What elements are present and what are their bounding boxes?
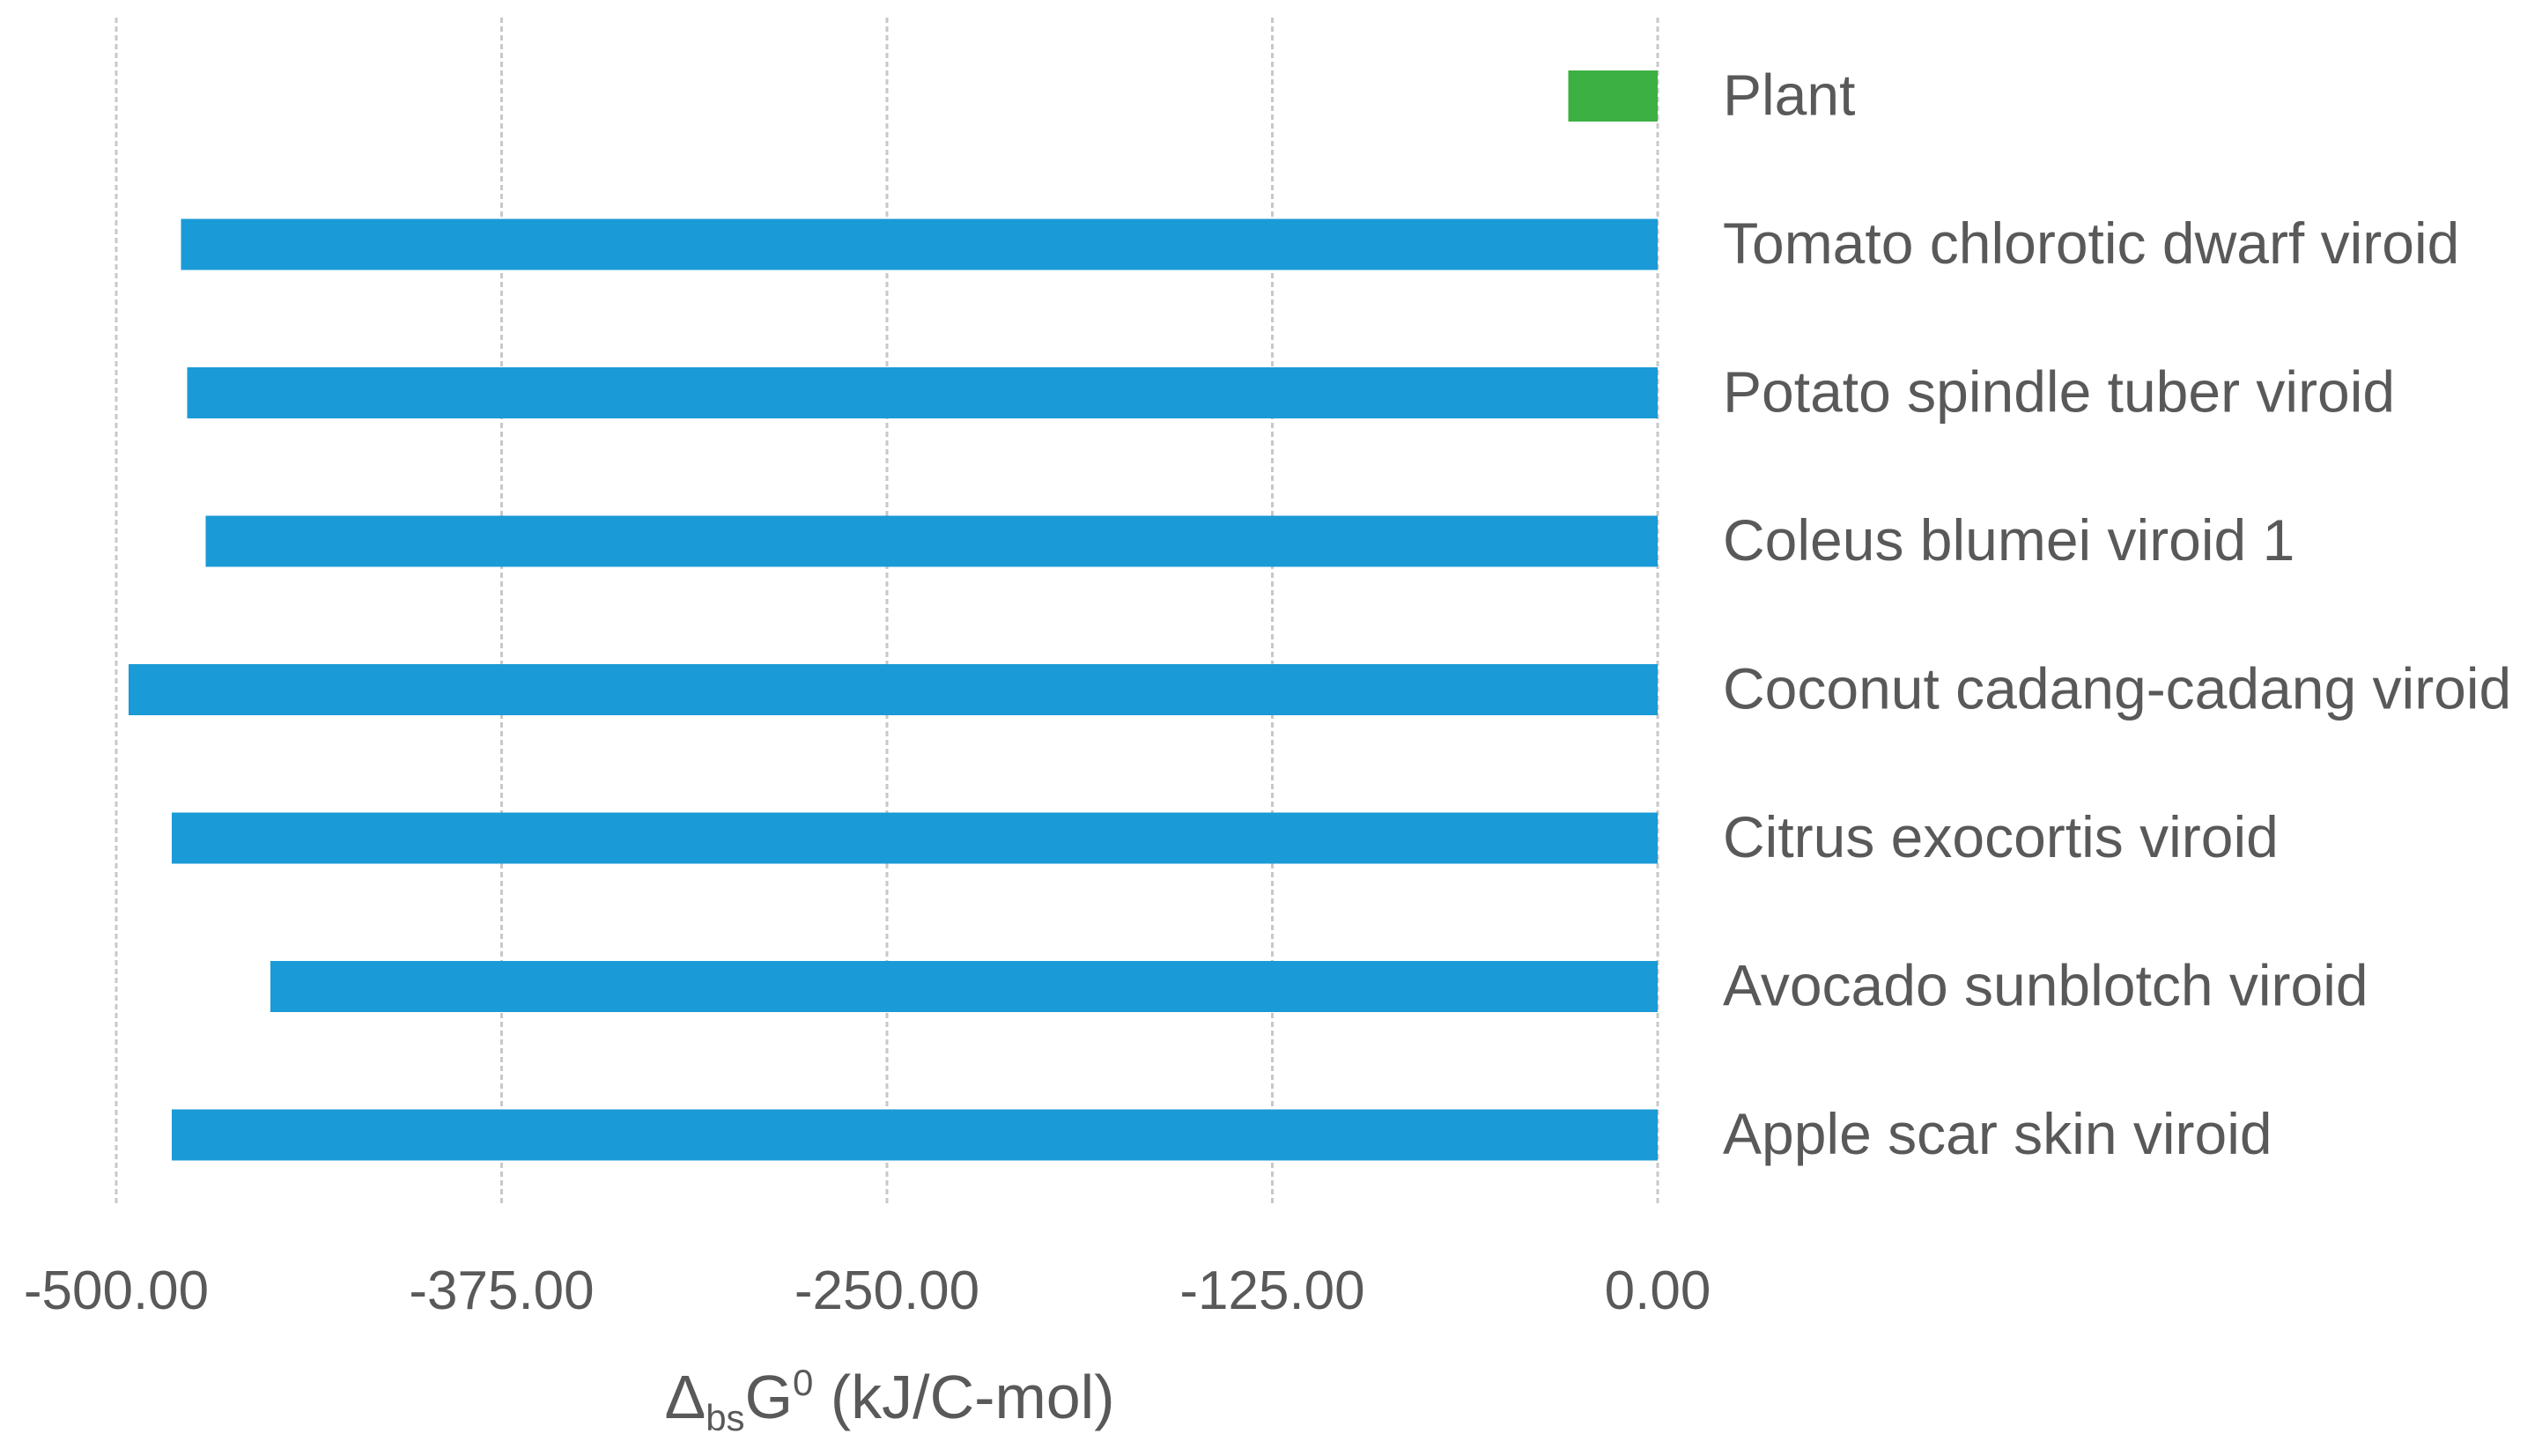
bar (181, 218, 1658, 270)
gridlines (115, 18, 1659, 1207)
category-label: Coconut cadang-cadang viroid (1723, 655, 2511, 721)
bar (129, 664, 1658, 715)
x-axis-title: ΔbsG0 (kJ/C-mol) (664, 1362, 1114, 1438)
x-axis-title-symbol: G (745, 1363, 793, 1431)
bars (129, 70, 1658, 1161)
x-tick-label: -375.00 (409, 1260, 594, 1321)
category-label: Citrus exocortis viroid (1723, 804, 2279, 869)
x-tick-label: 0.00 (1605, 1260, 1711, 1321)
bar (172, 1109, 1658, 1161)
category-label: Avocado sunblotch viroid (1723, 952, 2368, 1017)
bar (270, 961, 1658, 1012)
bar (187, 367, 1658, 418)
category-label: Tomato chlorotic dwarf viroid (1723, 211, 2459, 276)
x-axis-title-subscript: bs (706, 1397, 744, 1438)
category-label: Apple scar skin viroid (1723, 1101, 2272, 1166)
category-label: Plant (1723, 62, 1855, 127)
x-axis-title-superscript: 0 (793, 1362, 813, 1403)
x-tick-label: -125.00 (1179, 1260, 1364, 1321)
x-tick-label: -250.00 (794, 1260, 979, 1321)
bar (172, 812, 1658, 864)
x-tick-label: -500.00 (24, 1260, 209, 1321)
x-axis-title-delta: Δ (664, 1363, 706, 1431)
x-tick-labels: -500.00 -375.00 -250.00 -125.00 0.00 (24, 1260, 1711, 1321)
x-axis-title-unit: (kJ/C-mol) (813, 1363, 1114, 1431)
category-labels: Plant Tomato chlorotic dwarf viroid Potato… (1723, 62, 2511, 1166)
bar (205, 515, 1658, 567)
category-label: Potato spindle tuber viroid (1723, 358, 2395, 424)
bar (1568, 70, 1658, 122)
category-label: Coleus blumei viroid 1 (1723, 507, 2294, 573)
